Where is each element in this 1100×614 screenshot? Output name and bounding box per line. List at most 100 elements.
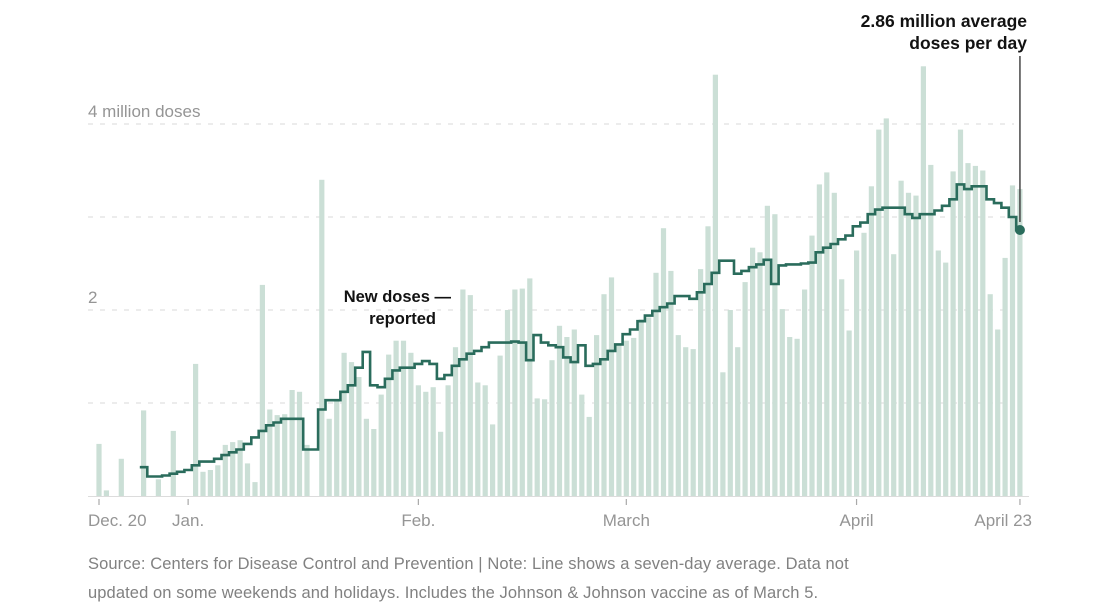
- daily-doses-bar: [861, 232, 867, 497]
- daily-doses-bar: [995, 329, 1001, 496]
- daily-doses-bar: [542, 399, 548, 496]
- daily-doses-bar: [438, 431, 444, 496]
- daily-doses-bar: [802, 289, 808, 496]
- daily-doses-bar: [883, 118, 889, 497]
- daily-doses-bar: [556, 325, 563, 496]
- daily-doses-bar: [467, 295, 473, 496]
- y-axis-label-4m: 4 million doses: [88, 102, 200, 121]
- source-note: Source: Centers for Disease Control and …: [88, 550, 998, 607]
- average-callout-line1: 2.86 million average: [861, 11, 1028, 31]
- daily-doses-bar: [504, 310, 511, 496]
- daily-doses-bar: [928, 164, 934, 496]
- daily-doses-bar: [690, 349, 696, 496]
- daily-doses-bar: [571, 329, 577, 496]
- daily-doses-bar: [868, 186, 874, 497]
- daily-doses-bar: [1017, 189, 1023, 496]
- daily-doses-bar: [905, 192, 912, 497]
- daily-doses-bar: [735, 347, 741, 496]
- daily-doses-bar: [750, 247, 756, 496]
- daily-doses-bar: [772, 214, 778, 496]
- daily-doses-bar: [445, 385, 451, 496]
- x-axis-label: April 23: [974, 511, 1032, 530]
- x-axis-label: April: [840, 511, 874, 530]
- doses-chart-canvas: 4 million doses 2 Dec. 20 Jan. Feb. March Apri…: [88, 11, 1032, 530]
- daily-doses-bar: [215, 465, 221, 496]
- daily-doses-bar: [720, 372, 726, 496]
- daily-doses-bar: [363, 418, 369, 496]
- daily-doses-bar: [386, 354, 392, 496]
- daily-doses-bar: [267, 409, 273, 496]
- daily-doses-bar: [282, 414, 288, 496]
- daily-doses-bar: [452, 347, 459, 496]
- daily-doses-bar: [423, 391, 429, 496]
- daily-doses-bar: [96, 443, 102, 496]
- daily-doses-bar: [935, 250, 941, 496]
- daily-doses-bar: [638, 319, 644, 496]
- source-note-line1: Source: Centers for Disease Control and …: [88, 555, 849, 573]
- daily-doses-bar: [497, 355, 503, 496]
- daily-doses-bar: [824, 172, 830, 496]
- daily-doses-bar: [274, 415, 280, 496]
- daily-doses-bar: [779, 309, 785, 496]
- daily-doses-bar: [252, 482, 258, 496]
- daily-doses-bar: [809, 235, 815, 496]
- daily-doses-bar: [319, 179, 325, 497]
- daily-doses-bar: [831, 192, 837, 497]
- daily-doses-bar: [965, 163, 971, 496]
- daily-doses-bar: [698, 269, 704, 496]
- daily-doses-bar: [668, 270, 674, 496]
- daily-doses-bar: [764, 205, 770, 497]
- daily-doses-bar: [950, 171, 956, 496]
- x-axis-label: March: [603, 511, 650, 530]
- daily-doses-bar: [980, 170, 986, 496]
- daily-doses-bar: [653, 272, 659, 496]
- daily-doses-bar: [675, 335, 681, 496]
- bars-annotation-line2: reported: [369, 310, 436, 328]
- daily-doses-bar: [341, 352, 347, 496]
- daily-doses-bar: [757, 252, 763, 496]
- daily-doses-bar: [972, 165, 978, 496]
- daily-doses-bar: [816, 184, 822, 496]
- average-callout-line2: doses per day: [909, 33, 1027, 53]
- daily-doses-bar: [371, 429, 377, 496]
- daily-doses-bar: [705, 226, 711, 497]
- daily-doses-bar: [957, 129, 964, 496]
- daily-doses-bar: [207, 470, 213, 496]
- daily-doses-bar: [393, 340, 399, 496]
- daily-doses-bar: [727, 310, 733, 496]
- daily-doses-bar: [1002, 257, 1008, 496]
- daily-doses-bar: [348, 362, 355, 496]
- daily-doses-bar: [846, 330, 852, 496]
- daily-doses-bar: [490, 424, 496, 496]
- daily-doses-bar: [891, 254, 897, 496]
- daily-doses-bar: [118, 458, 124, 496]
- daily-doses-bar: [631, 337, 637, 496]
- daily-doses-bar: [601, 294, 607, 496]
- daily-doses-bar: [289, 390, 295, 496]
- daily-doses-bar: [794, 338, 800, 496]
- daily-doses-bar: [334, 400, 340, 496]
- daily-doses-bar: [646, 317, 652, 496]
- daily-doses-bar: [244, 463, 251, 496]
- daily-doses-bar: [683, 347, 689, 496]
- daily-doses-bar: [296, 391, 303, 496]
- daily-doses-bar: [1009, 185, 1016, 496]
- daily-doses-bar: [987, 294, 993, 496]
- daily-doses-bar: [742, 282, 748, 496]
- daily-doses-bar: [594, 335, 600, 496]
- daily-doses-bar: [534, 398, 540, 496]
- daily-doses-bar: [475, 382, 481, 496]
- daily-doses-bar: [787, 337, 793, 496]
- daily-doses-bar: [356, 377, 362, 496]
- daily-doses-bar: [527, 278, 533, 496]
- daily-doses-bar: [230, 442, 236, 496]
- daily-doses-bar: [222, 444, 228, 496]
- daily-doses-bar: [378, 394, 384, 496]
- daily-doses-bar: [237, 440, 243, 496]
- daily-doses-bar: [854, 250, 860, 496]
- y-axis-label-2m: 2: [88, 288, 97, 307]
- daily-doses-bar: [579, 394, 585, 496]
- daily-doses-bar: [200, 471, 206, 496]
- daily-doses-bar: [415, 385, 421, 496]
